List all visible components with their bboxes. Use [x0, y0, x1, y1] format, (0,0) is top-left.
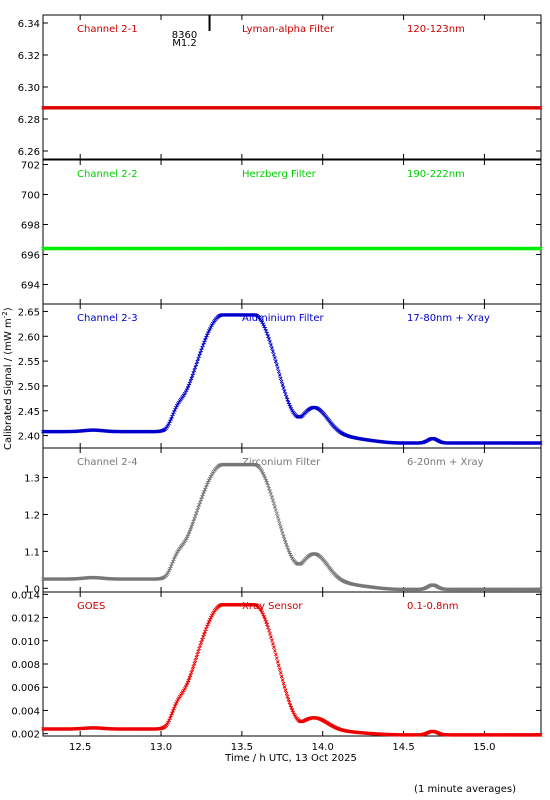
- x-tick-label: 14.5: [392, 742, 414, 753]
- band-label: 6-20nm + Xray: [407, 457, 484, 468]
- data-series: [41, 462, 543, 592]
- panel-frame: [42, 591, 542, 737]
- panel-4: 1.0 1.1 1.2 1.3 Channel 2-4 Zirconium Filter 6…: [24, 447, 543, 595]
- x-tick-label: 14.0: [312, 742, 334, 753]
- band-label: 0.1-0.8nm: [407, 601, 459, 612]
- y-tick-label: 0.014: [11, 590, 40, 601]
- filter-label: Xray Sensor: [242, 601, 303, 612]
- x-tick-label: 13.0: [150, 742, 172, 753]
- y-tick-label: 6.34: [18, 19, 40, 30]
- data-points-5: [41, 602, 543, 737]
- data-series: [41, 246, 543, 251]
- y-tick-label: 1.2: [24, 510, 40, 521]
- y-tick-label: 0.012: [11, 614, 40, 625]
- y-tick-label: 6.30: [18, 83, 40, 94]
- y-tick-label: 0.006: [11, 683, 40, 694]
- y-tick-label: 6.28: [18, 115, 40, 126]
- x-axis-label: Time / h UTC, 13 Oct 2025: [224, 753, 357, 764]
- x-tick-label: 13.5: [231, 742, 253, 753]
- data-series: [41, 105, 543, 110]
- y-tick-label: 696: [21, 251, 40, 262]
- y-tick-label: 698: [21, 221, 40, 232]
- data-series: [41, 313, 543, 445]
- y-tick-label: 0.010: [11, 637, 40, 648]
- y-tick-label: 0.004: [11, 706, 40, 717]
- y-tick-label: 694: [21, 281, 40, 292]
- y-tick-label: 2.40: [18, 432, 40, 443]
- x-tick-label: 12.5: [69, 742, 91, 753]
- filter-label: Zirconium Filter: [242, 457, 321, 468]
- filter-label: Lyman-alpha Filter: [242, 24, 335, 35]
- x-tick-label: 15.0: [473, 742, 495, 753]
- band-label: 190-222nm: [407, 169, 465, 180]
- y-tick-label: 2.50: [18, 382, 40, 393]
- event-marker: 8360 M1.2: [172, 15, 211, 49]
- y-tick-label: 1.3: [24, 474, 40, 485]
- data-series: [41, 602, 543, 737]
- event-flare-class: M1.2: [172, 38, 197, 49]
- panel-5: 0.002 0.004 0.006 0.008 0.010 0.012 0.014 GOES X…: [11, 590, 543, 741]
- channel-label: Channel 2-2: [77, 169, 138, 180]
- y-tick-label: 1.0: [24, 584, 40, 595]
- y-tick-label: 2.45: [18, 407, 40, 418]
- channel-label: Channel 2-4: [77, 457, 138, 468]
- y-axis-title: Calibrated Signal / (mW m-2): [1, 307, 14, 450]
- y-tick-label: 0.008: [11, 660, 40, 671]
- event-region-number: 8360: [172, 30, 197, 41]
- panel-frame: [42, 303, 542, 449]
- y-tick-label: 700: [21, 191, 40, 202]
- y-tick-label: 2.65: [18, 307, 40, 318]
- panel-2: 694 696 698 700 702 Channel 2-2 Herzberg Filte…: [21, 159, 543, 305]
- panel-frame: [42, 447, 542, 593]
- y-tick-label: 2.60: [18, 332, 40, 343]
- channel-label: Channel 2-1: [77, 24, 138, 35]
- y-tick-label: 6.26: [18, 147, 40, 158]
- data-points-2: [41, 246, 543, 251]
- filter-label: Herzberg Filter: [242, 169, 317, 180]
- data-points-3: [41, 313, 543, 445]
- data-points-1: [41, 105, 543, 110]
- channel-label: Channel 2-3: [77, 313, 138, 324]
- y-tick-label: 0.002: [11, 730, 40, 741]
- y-tick-label: 1.1: [24, 547, 40, 558]
- band-label: 120-123nm: [407, 24, 465, 35]
- filter-label: Aluminium Filter: [242, 313, 325, 324]
- band-label: 17-80nm + Xray: [407, 313, 490, 324]
- averaging-note: (1 minute averages): [414, 784, 516, 795]
- y-tick-label: 6.32: [18, 51, 40, 62]
- panels-layer: 6.26 6.28 6.30 6.32 6.34 Channel 2-1 Lyman-alp…: [11, 14, 543, 753]
- panel-frame: [42, 159, 542, 305]
- y-tick-label: 2.55: [18, 357, 40, 368]
- y-axis-label: Calibrated Signal / (mW m-2): [1, 307, 14, 450]
- y-tick-label: 702: [21, 161, 40, 172]
- panel-frame: [42, 14, 542, 160]
- panel-1: 6.26 6.28 6.30 6.32 6.34 Channel 2-1 Lyman-alp…: [18, 14, 543, 160]
- panel-3: 2.40 2.45 2.50 2.55 2.60 2.65 Channel 2-3 Alumi…: [18, 303, 543, 449]
- channel-label: GOES: [77, 601, 105, 612]
- data-points-4: [41, 462, 543, 592]
